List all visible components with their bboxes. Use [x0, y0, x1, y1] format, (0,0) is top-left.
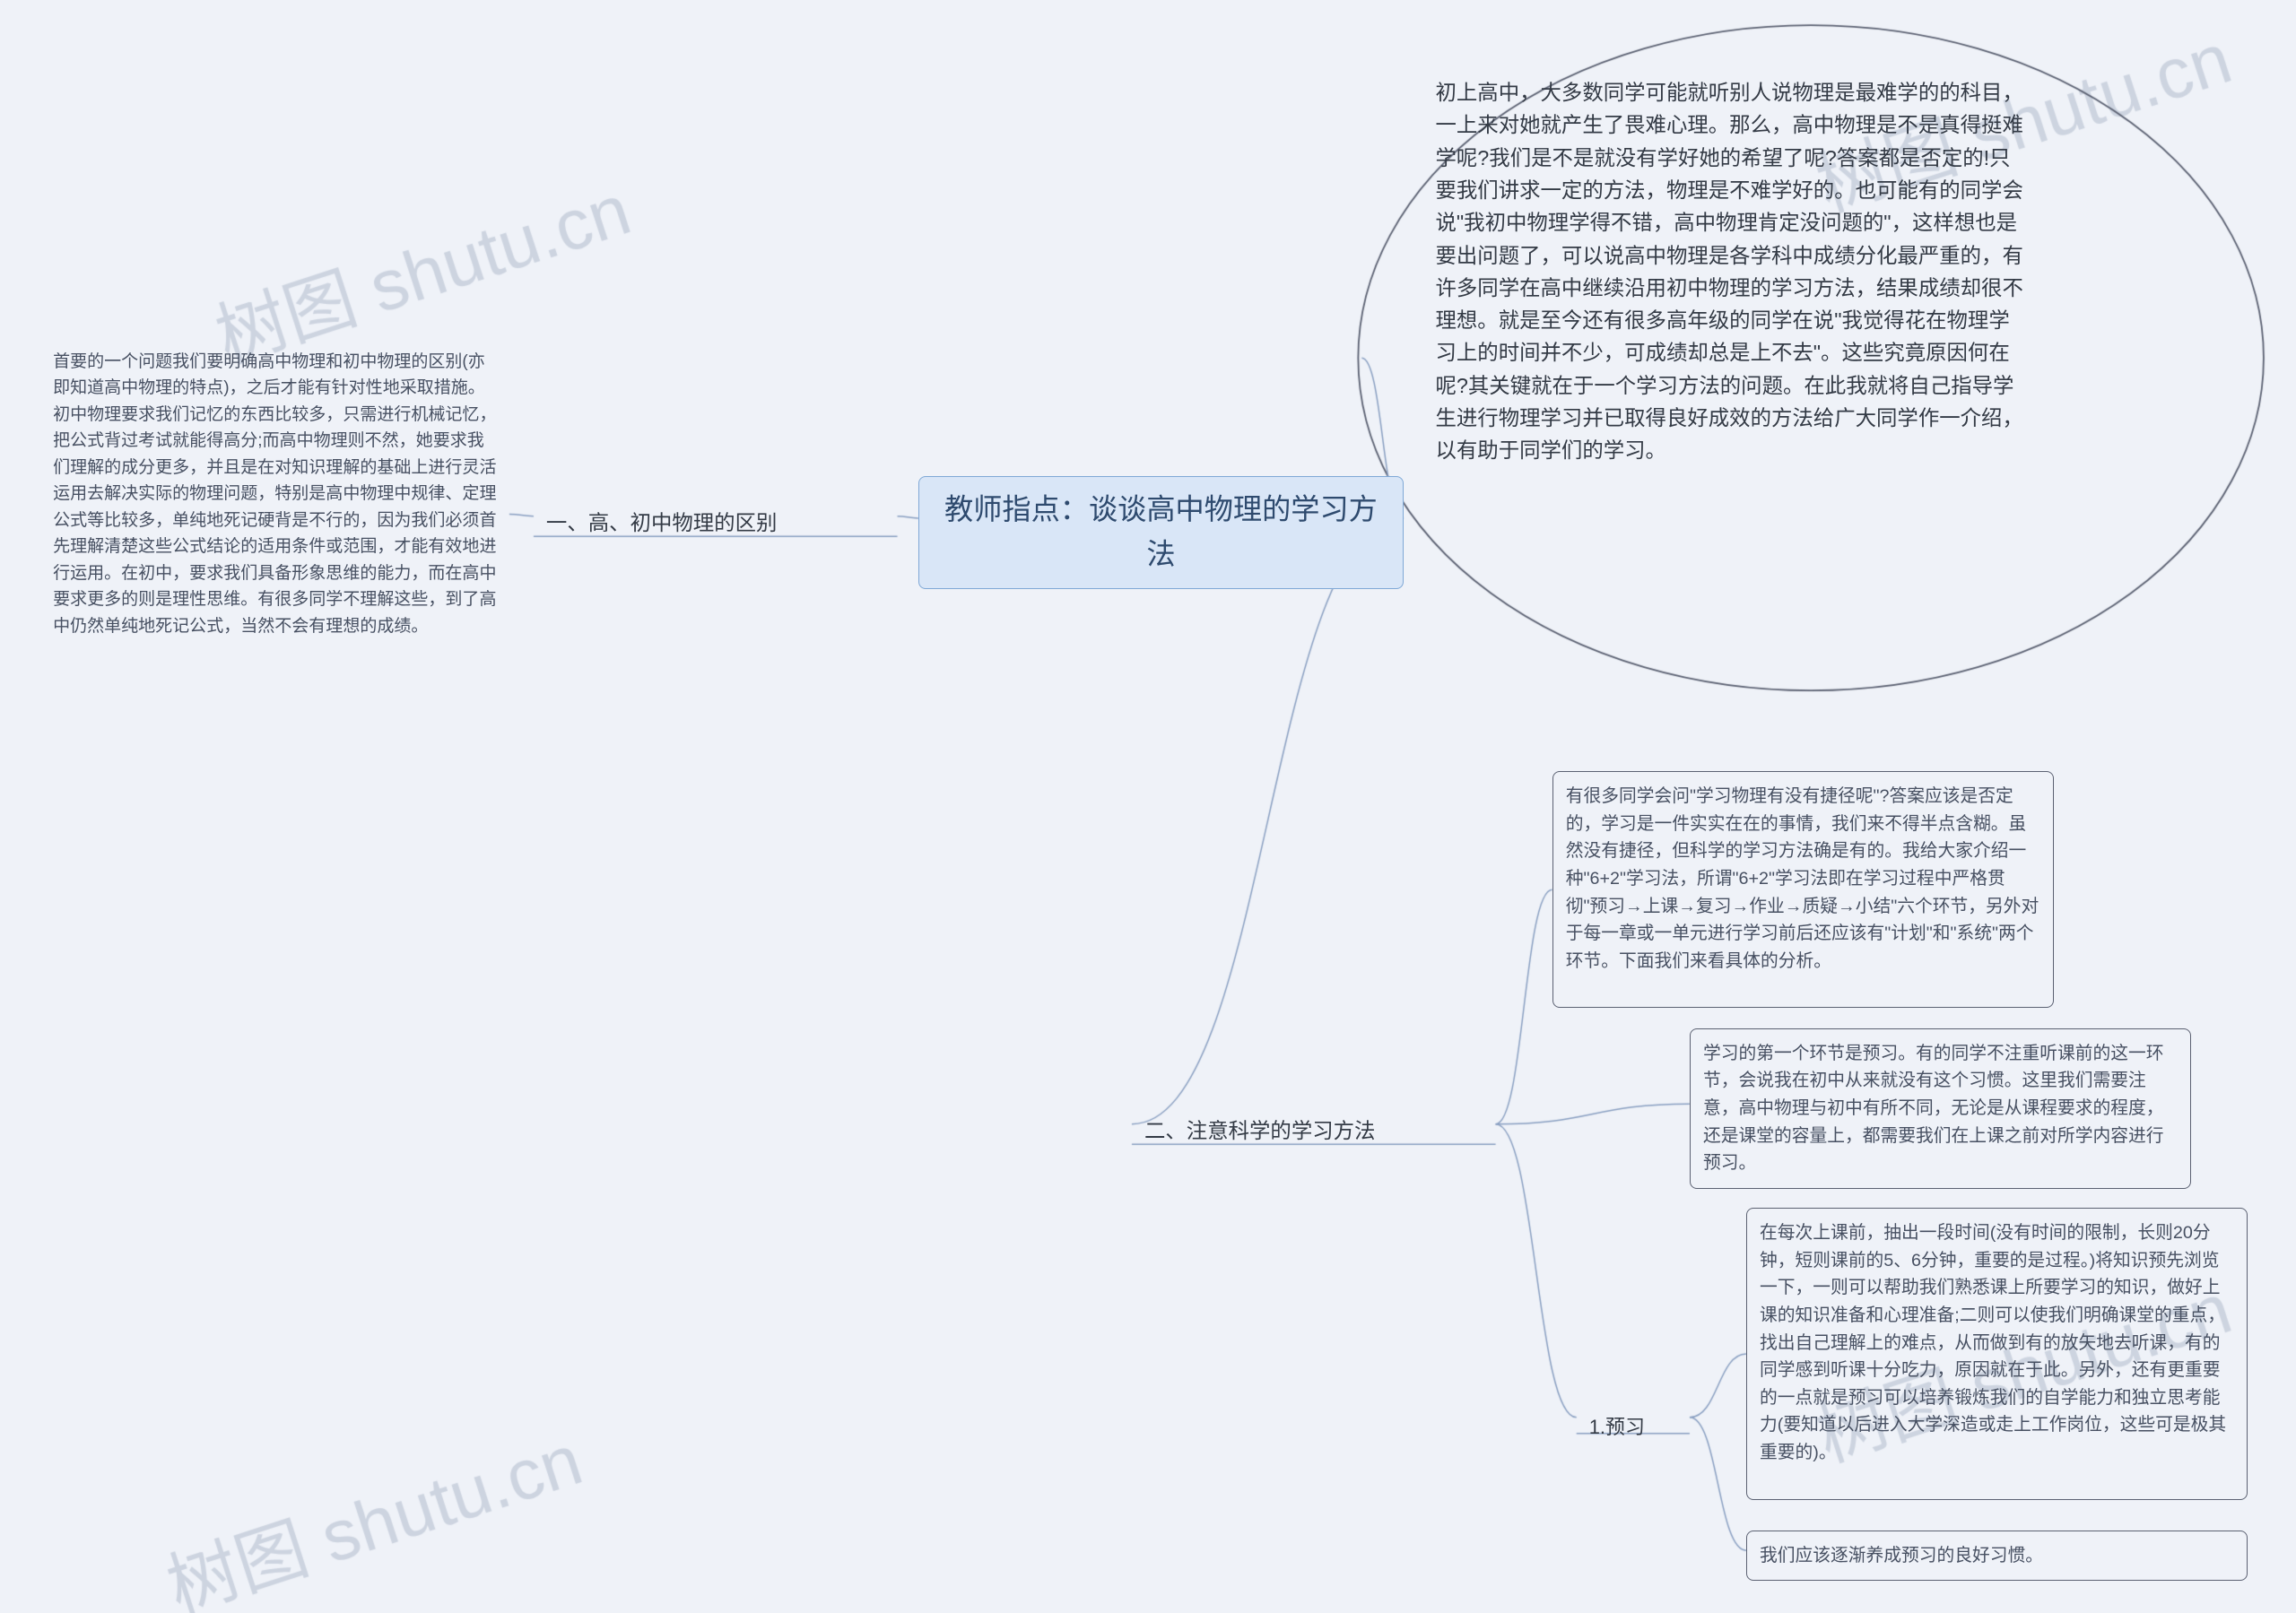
- branch-2-label[interactable]: 二、注意科学的学习方法: [1132, 1104, 1496, 1158]
- branch-2-child-3-sub-b: 我们应该逐渐养成预习的良好习惯。: [1746, 1531, 2248, 1582]
- branch-2-child-3-label[interactable]: 1.预习: [1577, 1401, 1690, 1453]
- root-node[interactable]: 教师指点：谈谈高中物理的学习方法: [918, 476, 1404, 589]
- branch-2-child-2: 学习的第一个环节是预习。有的同学不注重听课前的这一环节，会说我在初中从来就没有这…: [1690, 1028, 2191, 1189]
- branch-2-child-3-sub-a: 在每次上课前，抽出一段时间(没有时间的限制，长则20分钟，短则课前的5、6分钟，…: [1746, 1208, 2248, 1500]
- branch-2-child-1: 有很多同学会问"学习物理有没有捷径呢"?答案应该是否定的，学习是一件实实在在的事…: [1552, 771, 2054, 1008]
- branch-1-label[interactable]: 一、高、初中物理的区别: [534, 496, 898, 550]
- branch-1-leaf: 首要的一个问题我们要明确高中物理和初中物理的区别(亦即知道高中物理的特点)，之后…: [40, 338, 509, 691]
- intro-ellipse-text: 初上高中，大多数同学可能就听别人说物理是最难学的的科目，一上来对她就产生了畏难心…: [1422, 65, 2037, 478]
